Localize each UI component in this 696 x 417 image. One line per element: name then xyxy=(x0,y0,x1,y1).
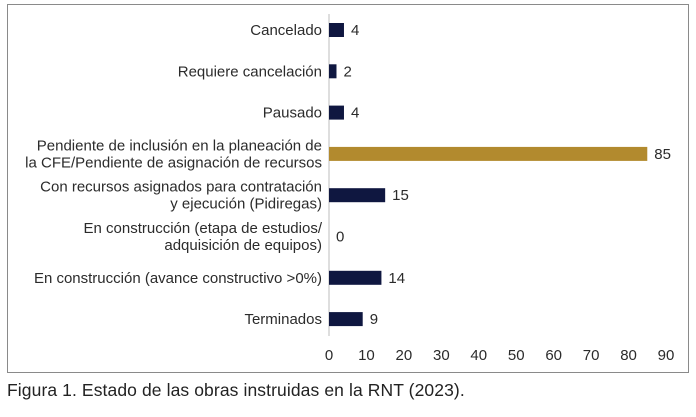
bar-chart: Cancelado 4 Requiere cancelación 2 Pausado 4 P… xyxy=(25,14,675,364)
data-label: 14 xyxy=(388,270,405,287)
bar xyxy=(329,64,337,79)
x-tick-label: 60 xyxy=(545,347,562,364)
category-label: En construcción (avance constructivo >0%… xyxy=(34,270,322,287)
bar xyxy=(329,270,382,285)
data-label: 4 xyxy=(351,22,359,39)
x-tick-label: 10 xyxy=(358,347,375,364)
category-label: Cancelado xyxy=(250,22,322,39)
data-label: 0 xyxy=(336,229,344,246)
bar xyxy=(329,105,344,120)
x-tick-label: 20 xyxy=(396,347,413,364)
x-tick-label: 80 xyxy=(620,347,637,364)
category-label: En construcción (etapa de estudios/adqui… xyxy=(84,220,323,254)
figure-caption: Figura 1. Estado de las obras instruidas… xyxy=(7,380,465,400)
category-label: Pausado xyxy=(263,105,322,122)
bar xyxy=(329,312,363,327)
category-label: Terminados xyxy=(244,311,322,328)
x-tick-label: 30 xyxy=(433,347,450,364)
data-label: 85 xyxy=(654,146,671,163)
x-tick-label: 40 xyxy=(470,347,487,364)
category-label: Pendiente de inclusión en la planeación … xyxy=(25,137,322,171)
category-label: Con recursos asignados para contratación… xyxy=(40,179,322,213)
x-tick-label: 0 xyxy=(325,347,333,364)
bar xyxy=(329,23,344,37)
data-label: 15 xyxy=(392,187,409,204)
x-tick-label: 90 xyxy=(658,347,675,364)
data-label: 4 xyxy=(351,105,359,122)
data-label: 9 xyxy=(370,311,378,328)
category-label: Requiere cancelación xyxy=(178,63,322,80)
bar xyxy=(329,188,386,203)
bar xyxy=(329,146,648,161)
data-label: 2 xyxy=(343,63,351,80)
x-tick-label: 50 xyxy=(508,347,525,364)
x-tick-label: 70 xyxy=(583,347,600,364)
